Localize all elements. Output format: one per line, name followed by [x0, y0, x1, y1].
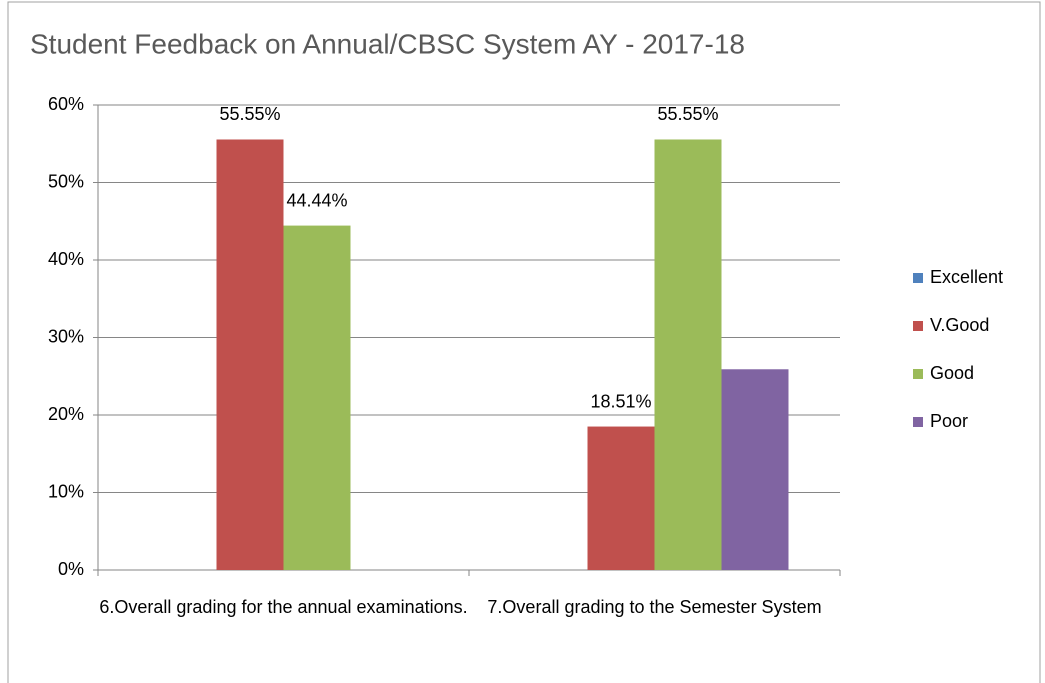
legend-label: Excellent — [930, 267, 1003, 287]
bar — [283, 225, 351, 570]
legend-label: V.Good — [930, 315, 989, 335]
chart-title: Student Feedback on Annual/CBSC System A… — [30, 28, 745, 59]
data-label: 44.44% — [286, 190, 347, 210]
data-label: 55.55% — [219, 104, 280, 124]
data-label: 55.55% — [657, 104, 718, 124]
bar — [587, 426, 655, 570]
y-tick-label: 50% — [48, 171, 84, 191]
bar — [216, 139, 284, 571]
legend-swatch — [913, 369, 923, 379]
y-tick-label: 10% — [48, 481, 84, 501]
data-label: 18.51% — [590, 391, 651, 411]
y-tick-label: 40% — [48, 249, 84, 269]
x-tick-label: 6.Overall grading for the annual examina… — [99, 597, 468, 617]
x-tick-label: 7.Overall grading to the Semester System — [487, 597, 822, 617]
y-tick-label: 60% — [48, 94, 84, 114]
legend-swatch — [913, 273, 923, 283]
legend-swatch — [913, 417, 923, 427]
bar — [654, 139, 722, 571]
chart-border — [7, 1, 1041, 683]
y-tick-label: 20% — [48, 404, 84, 424]
legend-label: Good — [930, 363, 974, 383]
y-tick-label: 30% — [48, 326, 84, 346]
y-tick-label: 0% — [58, 559, 84, 579]
legend-label: Poor — [930, 411, 968, 431]
bar — [721, 369, 789, 570]
legend-swatch — [913, 321, 923, 331]
